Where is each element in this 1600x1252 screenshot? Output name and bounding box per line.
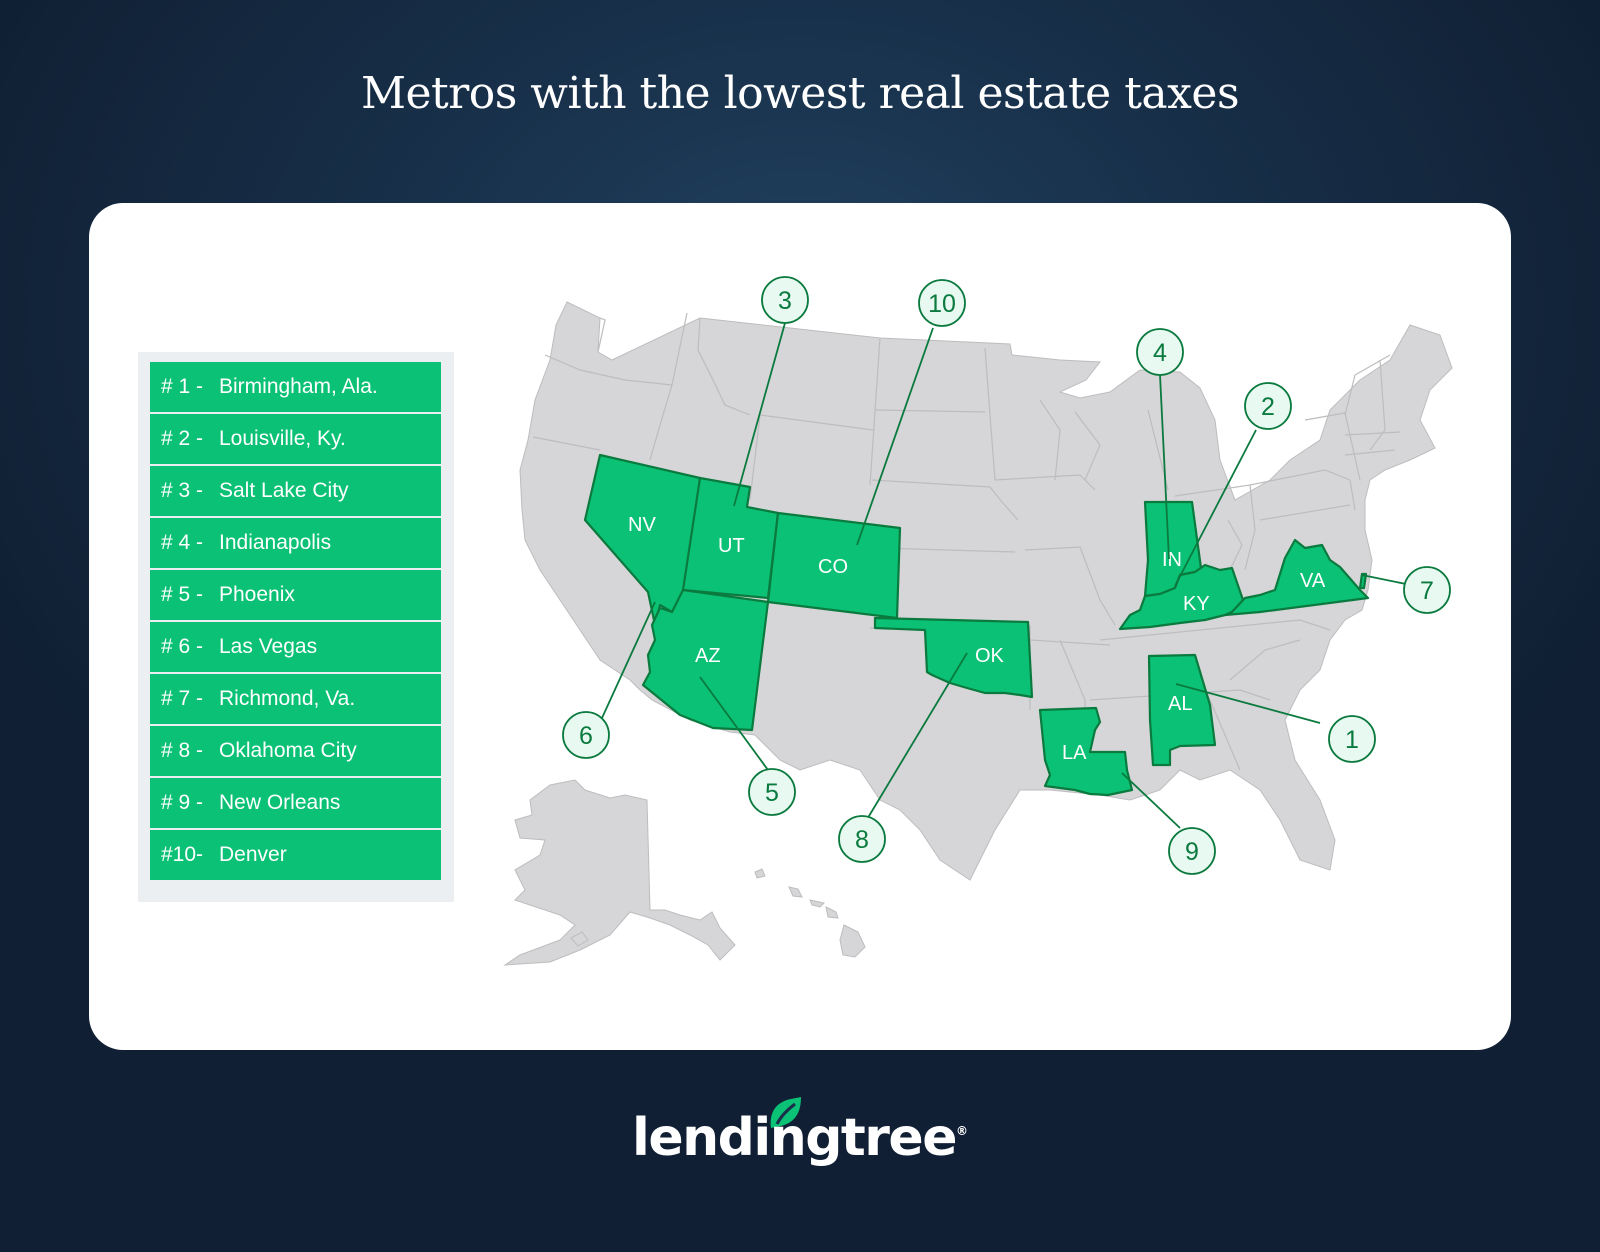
legend-item: # 2 - Louisville, Ky. xyxy=(150,414,441,464)
legend-item: # 9 - New Orleans xyxy=(150,778,441,828)
legend-city: Richmond, Va. xyxy=(219,687,356,710)
state-labels: NV UT CO AZ OK IN KY VA AL LA xyxy=(628,514,1326,764)
badge-4: 4 xyxy=(1136,328,1184,376)
badge-10: 10 xyxy=(918,279,966,327)
badge-9: 9 xyxy=(1168,827,1216,875)
legend-item: # 8 - Oklahoma City xyxy=(150,726,441,776)
svg-text:9: 9 xyxy=(1185,838,1199,866)
legend-rank: #10- xyxy=(161,843,204,866)
legend-item: # 6 - Las Vegas xyxy=(150,622,441,672)
svg-text:10: 10 xyxy=(928,290,956,318)
legend-rank: # 8 - xyxy=(161,739,204,762)
state-az xyxy=(641,588,770,732)
svg-text:3: 3 xyxy=(778,287,792,315)
badge-8: 8 xyxy=(838,815,886,863)
legend-item: # 7 - Richmond, Va. xyxy=(150,674,441,724)
svg-text:7: 7 xyxy=(1420,577,1434,605)
legend-rank: # 3 - xyxy=(161,479,204,502)
state-va-eastern-shore xyxy=(1358,572,1368,590)
legend-item: # 4 - Indianapolis xyxy=(150,518,441,568)
legend-rank: # 9 - xyxy=(161,791,204,814)
label-al: AL xyxy=(1168,693,1192,715)
ranking-legend: # 1 - Birmingham, Ala. # 2 - Louisville, K… xyxy=(138,352,454,902)
legend-rank: # 7 - xyxy=(161,687,204,710)
page-title: Metros with the lowest real estate taxes xyxy=(360,68,1240,119)
rank-badges: 3 10 4 2 7 1 9 8 5 6 xyxy=(562,276,1451,875)
label-nv: NV xyxy=(628,514,656,536)
alaska-island xyxy=(570,931,589,947)
lendingtree-logo: lendingtree® xyxy=(0,1108,1600,1168)
legend-rank: # 4 - xyxy=(161,531,204,554)
svg-text:6: 6 xyxy=(579,722,593,750)
legend-rank: # 2 - xyxy=(161,427,204,450)
svg-text:5: 5 xyxy=(765,779,779,807)
legend-city: Louisville, Ky. xyxy=(219,427,346,450)
badge-2: 2 xyxy=(1244,382,1292,430)
legend-item: # 5 - Phoenix xyxy=(150,570,441,620)
legend-rank: # 1 - xyxy=(161,375,204,398)
legend-city: Las Vegas xyxy=(219,635,318,658)
legend-item: # 1 - Birmingham, Ala. xyxy=(150,362,441,412)
label-la: LA xyxy=(1062,742,1087,764)
hawaii xyxy=(754,868,866,958)
state-la xyxy=(1038,706,1134,797)
leaf-logo-icon xyxy=(770,1097,801,1128)
legend-city: Salt Lake City xyxy=(219,479,349,502)
legend-city: Birmingham, Ala. xyxy=(219,375,378,398)
legend-city: New Orleans xyxy=(219,791,341,814)
label-ky: KY xyxy=(1183,593,1210,615)
legend-city: Indianapolis xyxy=(219,531,332,554)
label-az: AZ xyxy=(695,645,721,667)
badge-6: 6 xyxy=(562,711,610,759)
svg-text:8: 8 xyxy=(855,826,869,854)
state-ok xyxy=(873,616,1034,699)
legend-item: # 3 - Salt Lake City xyxy=(150,466,441,516)
highlighted-states xyxy=(583,453,1370,797)
svg-text:4: 4 xyxy=(1153,339,1167,367)
legend-city: Denver xyxy=(219,843,287,866)
svg-text:1: 1 xyxy=(1345,726,1359,754)
label-co: CO xyxy=(818,556,848,578)
badge-3: 3 xyxy=(761,276,809,324)
label-va: VA xyxy=(1300,570,1326,592)
legend-item: #10- Denver xyxy=(150,830,441,880)
badge-7: 7 xyxy=(1403,566,1451,614)
legend-rank: # 6 - xyxy=(161,635,204,658)
legend-city: Phoenix xyxy=(219,583,295,606)
alaska xyxy=(503,779,736,966)
badge-1: 1 xyxy=(1328,715,1376,763)
label-ut: UT xyxy=(718,535,745,557)
logo-text: lendingtree xyxy=(632,1108,957,1168)
state-va xyxy=(1223,538,1370,617)
svg-text:2: 2 xyxy=(1261,393,1275,421)
legend-city: Oklahoma City xyxy=(219,739,357,762)
state-borders xyxy=(532,312,1401,790)
state-al xyxy=(1147,653,1217,767)
label-in: IN xyxy=(1162,549,1182,571)
leader-lines xyxy=(601,322,1407,829)
registered-mark: ® xyxy=(955,1124,968,1138)
legend-rank: # 5 - xyxy=(161,583,204,606)
label-ok: OK xyxy=(975,645,1005,667)
badge-5: 5 xyxy=(748,768,796,816)
